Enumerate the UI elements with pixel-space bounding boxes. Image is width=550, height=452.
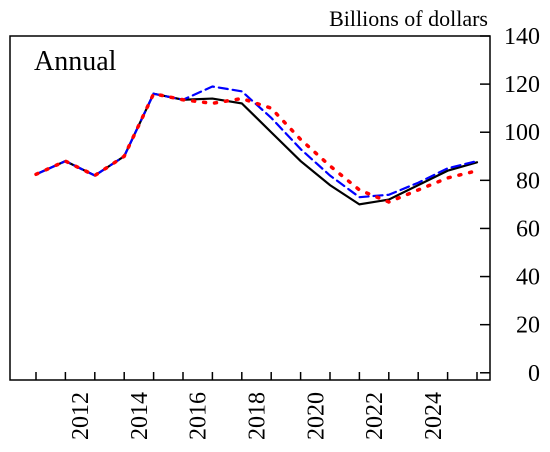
y-tick-label: 60 [516, 216, 540, 242]
plot-frame [9, 35, 491, 381]
y-tick-label: 40 [516, 265, 540, 291]
y-tick-label: 20 [516, 313, 540, 339]
x-tick-label: 2024 [421, 392, 447, 440]
x-tick-label: 2020 [303, 392, 329, 440]
series-line [34, 92, 479, 206]
y-tick-label: 80 [516, 168, 540, 194]
x-tick-label: 2012 [68, 392, 94, 440]
y-tick-label: 140 [504, 24, 540, 50]
y-tick-label: 120 [504, 72, 540, 98]
series-line [34, 91, 479, 204]
x-tick-label: 2016 [186, 392, 212, 440]
y-tick-label: 100 [504, 120, 540, 146]
x-tick-label: 2018 [245, 392, 271, 440]
y-tick-label: 0 [528, 361, 540, 387]
x-tick-label: 2022 [362, 392, 388, 440]
x-tick-label: 2014 [127, 392, 153, 440]
annotation: Annual [34, 46, 117, 77]
unit-label: Billions of dollars [329, 6, 488, 31]
